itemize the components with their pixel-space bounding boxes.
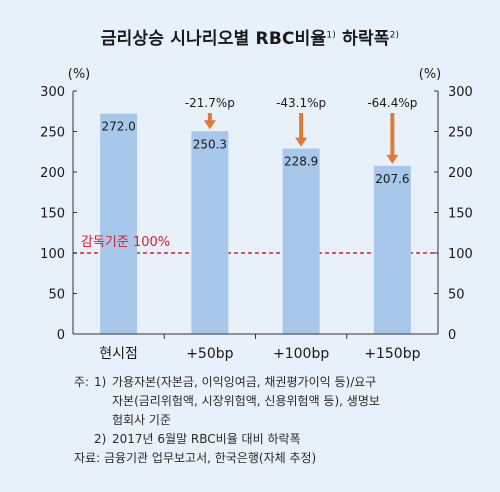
left-tick-label: 50: [48, 288, 65, 303]
bar-chart: (%) (%) 0 0 50 50 100 100 150 150 200 200 250 250 30…: [40, 67, 473, 362]
note-lead: 주:: [74, 375, 90, 389]
right-tick-label: 300: [448, 85, 473, 100]
left-axis-unit: (%): [68, 67, 91, 82]
note-1-line-2: 자본(금리위험액, 시장위험액, 신용위험액 등), 생명보: [112, 394, 380, 408]
category-label: +100bp: [273, 346, 329, 362]
right-tick-label: 250: [448, 126, 473, 141]
note-1-line-3: 험회사 기준: [112, 413, 172, 427]
reference-line-label: 감독기준 100%: [81, 235, 170, 250]
note-2-text: 2017년 6월말 RBC비율 대비 하락폭: [112, 432, 301, 446]
note-1: 주: 1) 가용자본(자본금, 이익잉여금, 채권평가이익 등)/요구: [74, 373, 484, 392]
note-1-number: 1): [94, 375, 107, 389]
source-note: 자료: 금융기관 업무보고서, 한국은행(자체 추정): [74, 451, 317, 465]
bar-value-label: 228.9: [284, 155, 318, 169]
bar: [100, 113, 138, 335]
drop-arrow-head: [295, 137, 308, 147]
right-tick-label: 0: [448, 328, 456, 343]
right-tick-label: 150: [448, 207, 473, 222]
bar-value-label: 207.6: [375, 172, 409, 186]
bar: [282, 148, 320, 334]
bar-value-label: 250.3: [193, 137, 227, 151]
left-tick-label: 300: [40, 85, 65, 100]
left-tick-label: 250: [40, 126, 65, 141]
change-label: -43.1%p: [276, 96, 326, 110]
left-tick-label: 0: [57, 328, 65, 343]
bar: [373, 165, 411, 334]
chart-notes: 주: 1) 가용자본(자본금, 이익잉여금, 채권평가이익 등)/요구 자본(금…: [74, 373, 484, 468]
left-tick-label: 200: [40, 166, 65, 181]
right-tick-label: 200: [448, 166, 473, 181]
change-label: -21.7%p: [185, 96, 235, 110]
left-tick-label: 100: [40, 247, 65, 262]
category-label: +150bp: [364, 346, 420, 362]
chart-title-text: 금리상승 시나리오별 RBC비율: [100, 29, 327, 49]
note-2-number: 2): [94, 432, 107, 446]
left-tick-label: 150: [40, 207, 65, 222]
chart-title: 금리상승 시나리오별 RBC비율1) 하락폭2): [0, 24, 500, 49]
note-1-line-1: 가용자본(자본금, 이익잉여금, 채권평가이익 등)/요구: [112, 375, 377, 389]
title-footnote-1: 1): [326, 30, 336, 41]
category-label: +50bp: [186, 346, 233, 362]
bar: [191, 131, 229, 334]
note-2: 2) 2017년 6월말 RBC비율 대비 하락폭: [74, 430, 484, 449]
right-tick-label: 50: [448, 288, 465, 303]
drop-arrow-head: [203, 120, 216, 130]
chart-title-suffix: 하락폭: [335, 29, 390, 49]
right-axis-unit: (%): [419, 67, 442, 82]
category-label: 현시점: [99, 346, 138, 362]
title-footnote-2: 2): [389, 30, 400, 41]
bar-value-label: 272.0: [101, 120, 135, 134]
change-label: -64.4%p: [367, 96, 417, 110]
right-tick-label: 100: [448, 247, 473, 262]
drop-arrow-head: [386, 154, 399, 164]
